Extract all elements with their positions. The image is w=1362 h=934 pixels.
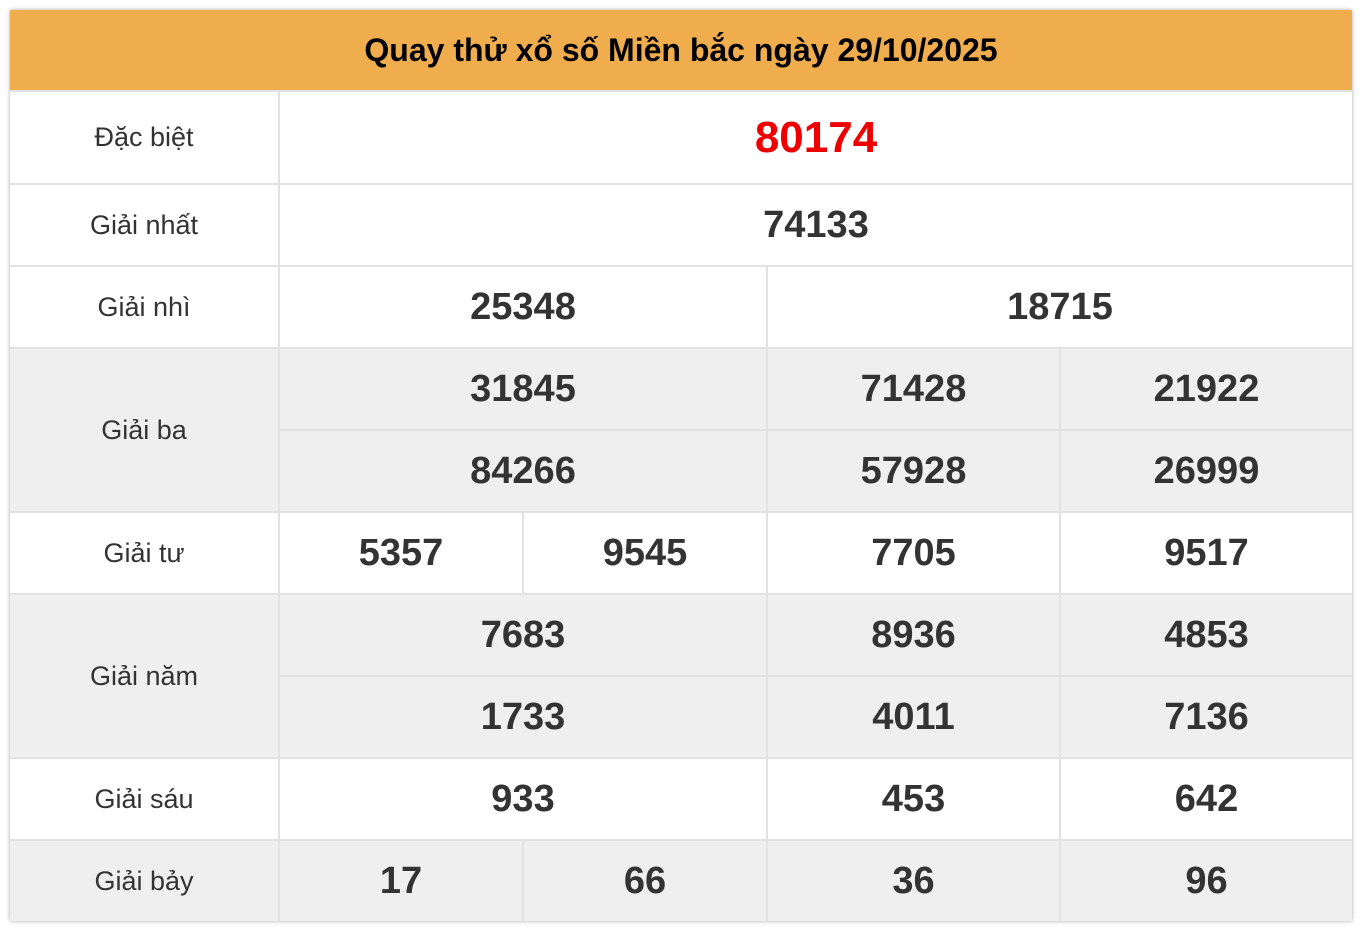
fifth-prize-value: 4853: [1061, 595, 1352, 675]
fifth-prize-value: 7136: [1061, 677, 1352, 757]
seventh-prize-value: 96: [1061, 841, 1352, 921]
label-third: Giải ba: [10, 349, 278, 511]
second-prize-value: 18715: [768, 267, 1352, 347]
third-prize-value: 57928: [768, 431, 1059, 511]
third-prize-value: 26999: [1061, 431, 1352, 511]
label-first: Giải nhất: [10, 185, 278, 265]
second-prize-value: 25348: [280, 267, 766, 347]
special-prize-value: 80174: [280, 92, 1352, 183]
label-seventh: Giải bảy: [10, 841, 278, 921]
fourth-prize-value: 7705: [768, 513, 1059, 593]
fifth-prize-value: 7683: [280, 595, 766, 675]
third-prize-value: 71428: [768, 349, 1059, 429]
sixth-prize-value: 453: [768, 759, 1059, 839]
table-title: Quay thử xổ số Miền bắc ngày 29/10/2025: [10, 10, 1352, 90]
fifth-prize-value: 4011: [768, 677, 1059, 757]
label-special: Đặc biệt: [10, 92, 278, 183]
sixth-prize-value: 642: [1061, 759, 1352, 839]
seventh-prize-value: 36: [768, 841, 1059, 921]
sixth-prize-value: 933: [280, 759, 766, 839]
third-prize-value: 84266: [280, 431, 766, 511]
third-prize-value: 31845: [280, 349, 766, 429]
lottery-results-table: Quay thử xổ số Miền bắc ngày 29/10/2025 …: [10, 10, 1352, 921]
fourth-prize-value: 5357: [280, 513, 522, 593]
first-prize-value: 74133: [280, 185, 1352, 265]
third-prize-value: 21922: [1061, 349, 1352, 429]
seventh-prize-value: 66: [524, 841, 766, 921]
seventh-prize-value: 17: [280, 841, 522, 921]
label-fourth: Giải tư: [10, 513, 278, 593]
fifth-prize-value: 8936: [768, 595, 1059, 675]
fourth-prize-value: 9545: [524, 513, 766, 593]
label-second: Giải nhì: [10, 267, 278, 347]
fifth-prize-value: 1733: [280, 677, 766, 757]
fourth-prize-value: 9517: [1061, 513, 1352, 593]
label-fifth: Giải năm: [10, 595, 278, 757]
label-sixth: Giải sáu: [10, 759, 278, 839]
